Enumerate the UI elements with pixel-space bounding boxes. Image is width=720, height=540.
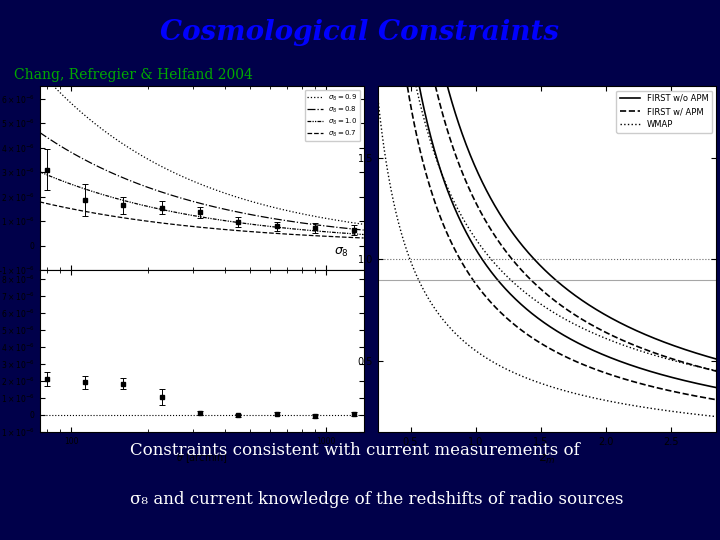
$\sigma_8 = 0.7$ xyxy=(359,235,368,241)
$\sigma_8 = 0.7$ xyxy=(35,199,44,205)
$\sigma_8 = 0.8$ xyxy=(329,224,338,230)
Legend: $\sigma_8 = 0.9$, $\sigma_8 = 0.8$, $\sigma_8 = 1.0$, $\sigma_8 = 0.7$: $\sigma_8 = 0.9$, $\sigma_8 = 0.8$, $\si… xyxy=(305,90,360,141)
$\sigma_8 = 0.8$ xyxy=(228,208,237,214)
$\sigma_8 = 0.9$ xyxy=(227,192,235,199)
$\sigma_8 = 0.7$ xyxy=(233,227,242,234)
$\sigma_8 = 0.9$ xyxy=(228,192,237,199)
$\sigma_8 = 1.0$ xyxy=(308,227,317,234)
Text: Chang, Refregier & Helfand 2004: Chang, Refregier & Helfand 2004 xyxy=(14,68,253,82)
FIRST w/o APM xyxy=(651,335,660,342)
FIRST w/o APM xyxy=(575,295,584,302)
$\sigma_8 = 0.9$ xyxy=(233,194,242,201)
FIRST w/o APM xyxy=(712,356,720,362)
$\sigma_8 = 0.9$ xyxy=(359,221,368,227)
$\sigma_8 = 1.0$ xyxy=(227,218,235,225)
Y-axis label: $\sigma_8$: $\sigma_8$ xyxy=(333,246,348,259)
$\sigma_8 = 1.0$ xyxy=(329,229,338,235)
$\sigma_8 = 0.7$ xyxy=(308,232,317,239)
X-axis label: $\theta$ [arcmin]: $\theta$ [arcmin] xyxy=(176,289,228,303)
Line: $\sigma_8 = 0.8$: $\sigma_8 = 0.8$ xyxy=(40,132,364,230)
$\sigma_8 = 0.7$ xyxy=(329,233,338,240)
FIRST w/o APM xyxy=(534,261,543,267)
Text: Cosmological Constraints: Cosmological Constraints xyxy=(161,19,559,46)
X-axis label: $\theta$ [arcmin]: $\theta$ [arcmin] xyxy=(176,451,228,465)
$\sigma_8 = 0.7$ xyxy=(37,199,45,205)
FIRST w/o APM xyxy=(557,281,565,288)
Line: $\sigma_8 = 1.0$: $\sigma_8 = 1.0$ xyxy=(40,172,364,234)
$\sigma_8 = 0.8$ xyxy=(233,209,242,215)
$\sigma_8 = 0.9$ xyxy=(35,68,44,74)
Text: σ₈ and current knowledge of the redshifts of radio sources: σ₈ and current knowledge of the redshift… xyxy=(130,491,623,508)
Line: FIRST w/o APM: FIRST w/o APM xyxy=(378,0,716,359)
$\sigma_8 = 0.8$ xyxy=(359,227,368,233)
$\sigma_8 = 0.8$ xyxy=(227,207,235,214)
$\sigma_8 = 0.9$ xyxy=(37,69,45,75)
X-axis label: $z_m$: $z_m$ xyxy=(539,453,555,465)
$\sigma_8 = 0.8$ xyxy=(37,130,45,137)
$\sigma_8 = 0.8$ xyxy=(35,129,44,136)
Line: $\sigma_8 = 0.7$: $\sigma_8 = 0.7$ xyxy=(40,202,364,238)
$\sigma_8 = 1.0$ xyxy=(35,168,44,175)
$\sigma_8 = 1.0$ xyxy=(228,219,237,225)
FIRST w/o APM xyxy=(536,263,545,269)
$\sigma_8 = 1.0$ xyxy=(359,231,368,238)
$\sigma_8 = 0.7$ xyxy=(227,227,235,233)
$\sigma_8 = 0.7$ xyxy=(228,227,237,233)
$\sigma_8 = 0.8$ xyxy=(308,221,317,228)
FIRST w/o APM xyxy=(704,354,713,360)
$\sigma_8 = 0.9$ xyxy=(329,217,338,223)
$\sigma_8 = 1.0$ xyxy=(37,169,45,176)
Text: Constraints consistent with current measurements of: Constraints consistent with current meas… xyxy=(130,442,580,459)
$\sigma_8 = 1.0$ xyxy=(233,219,242,226)
Line: $\sigma_8 = 0.9$: $\sigma_8 = 0.9$ xyxy=(40,71,364,224)
$\sigma_8 = 0.9$ xyxy=(308,213,317,219)
Legend: FIRST w/o APM, FIRST w/ APM, WMAP: FIRST w/o APM, FIRST w/ APM, WMAP xyxy=(616,91,712,132)
